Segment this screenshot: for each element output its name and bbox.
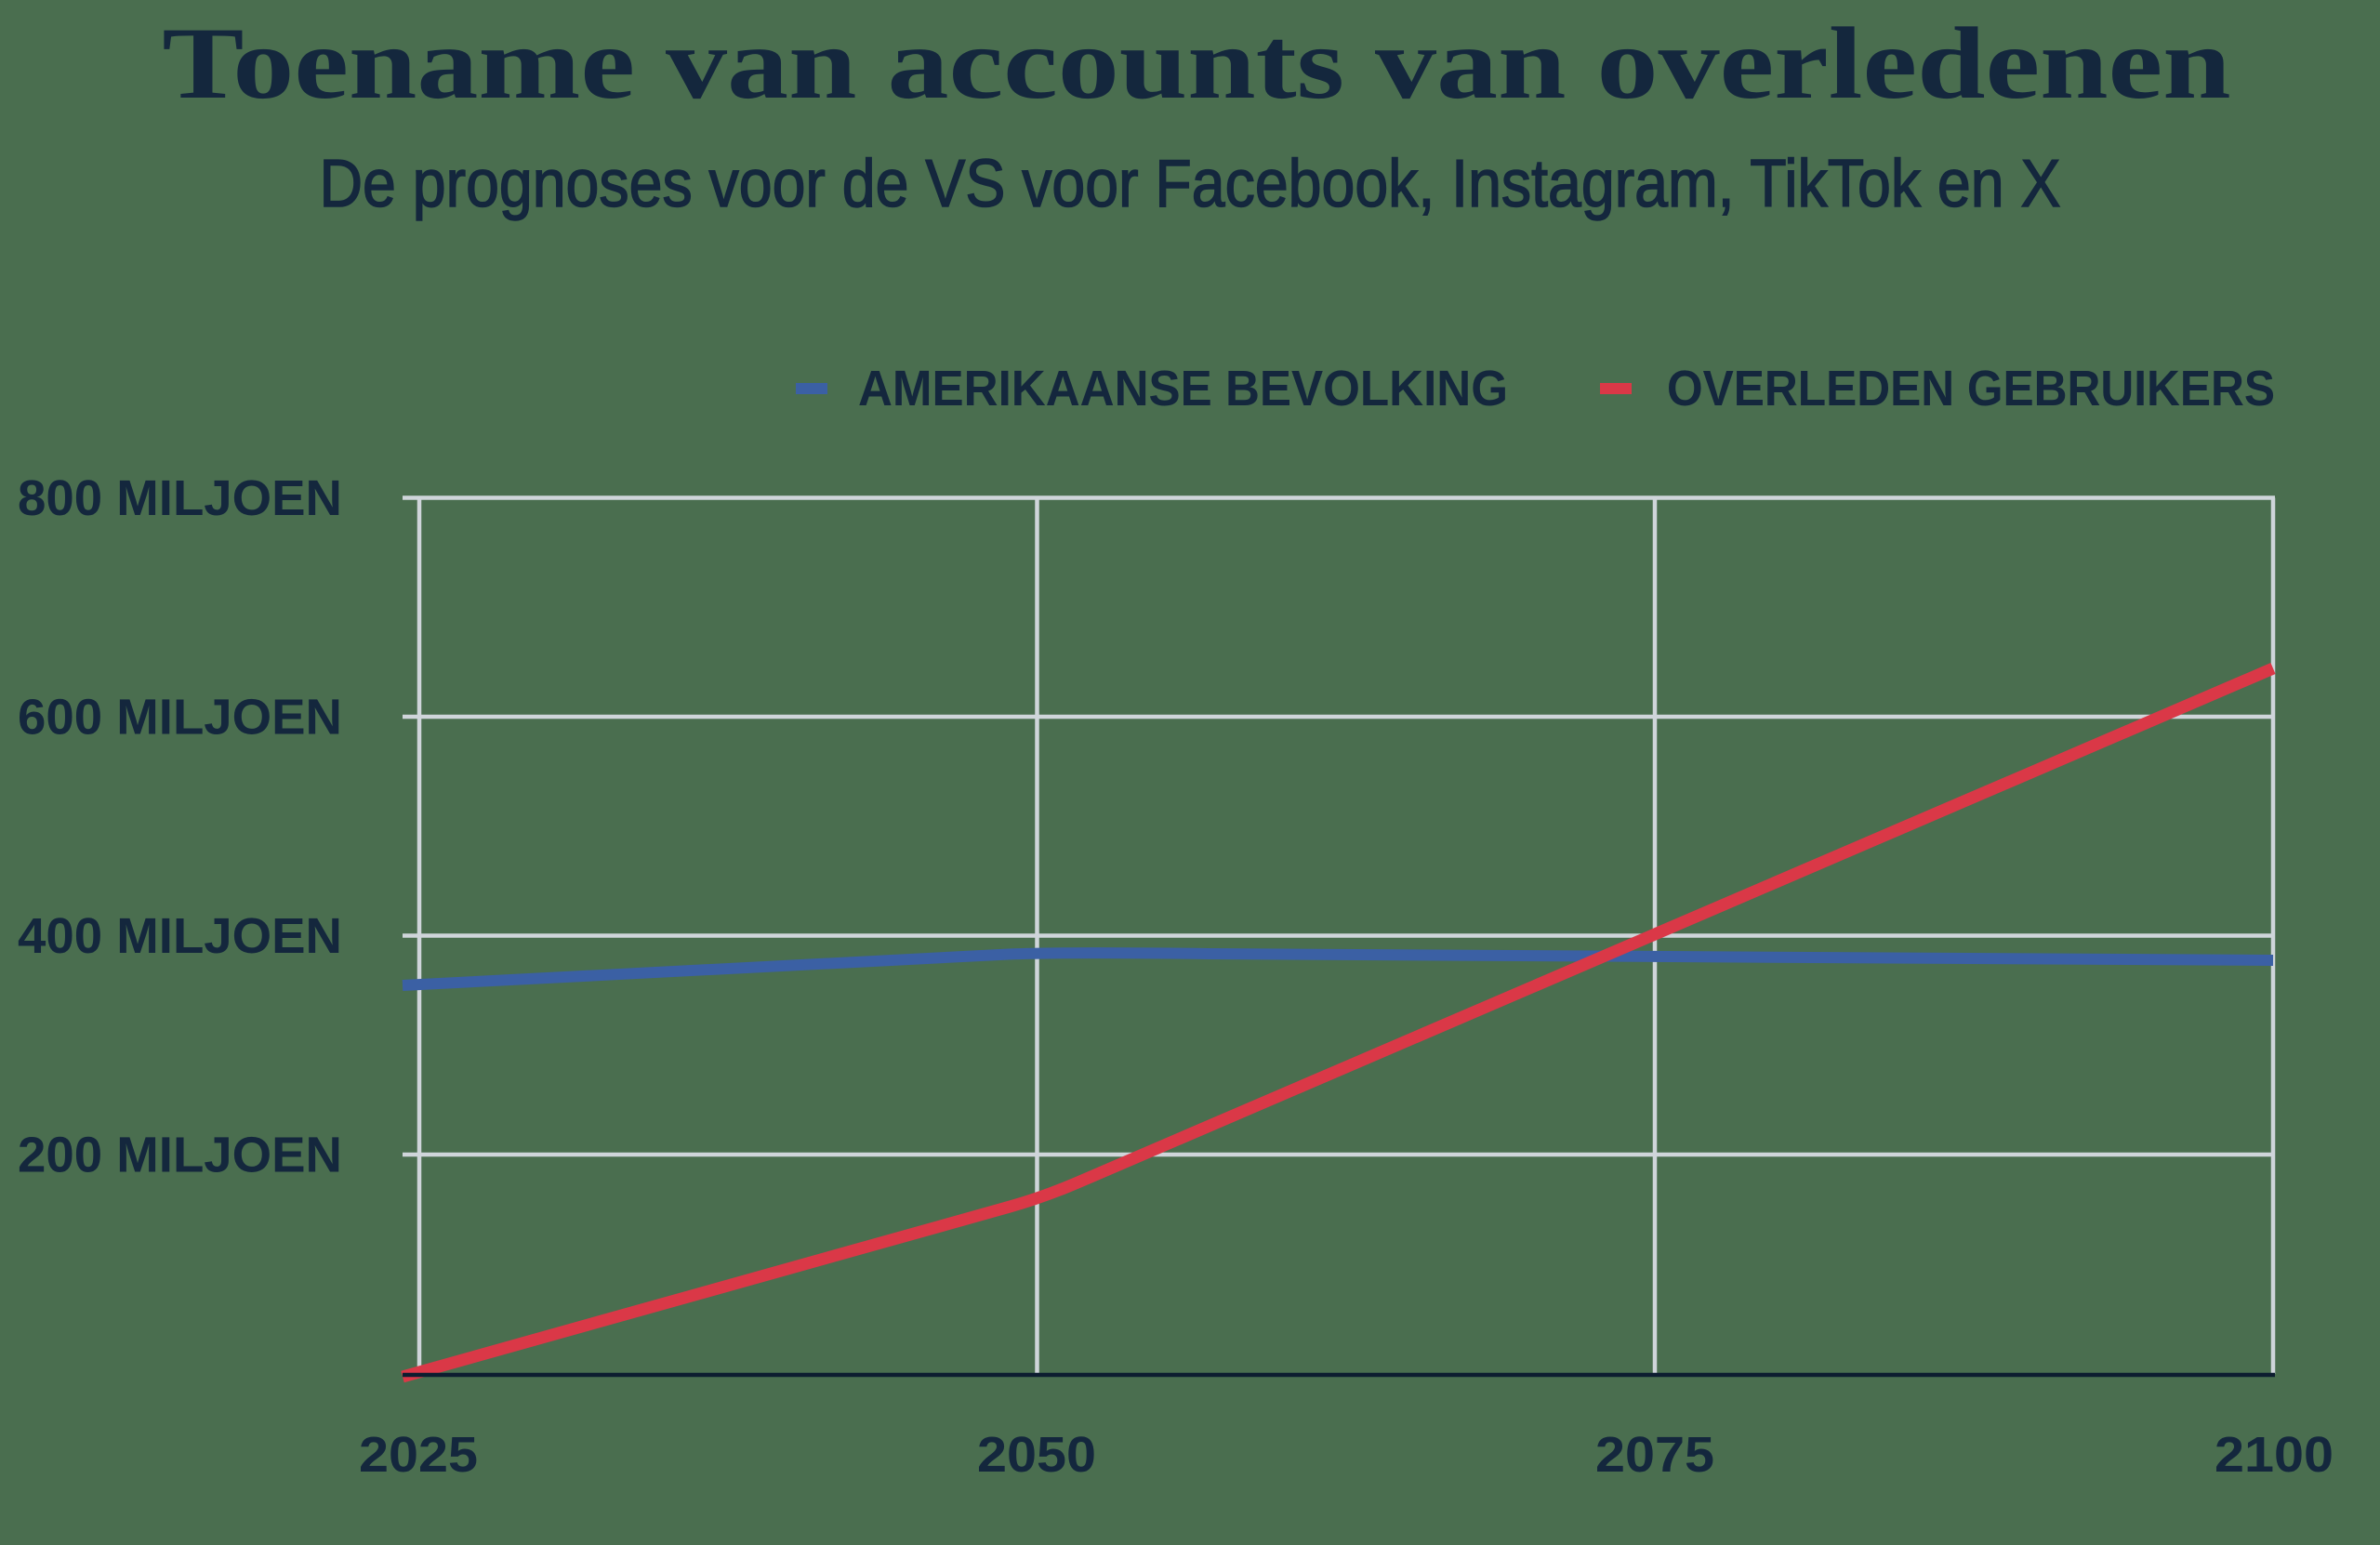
svg-text:600 MILJOEN: 600 MILJOEN [18, 690, 342, 746]
svg-text:De prognoses voor de VS voor F: De prognoses voor de VS voor Facebook, I… [320, 147, 2061, 221]
svg-text:800 MILJOEN: 800 MILJOEN [18, 470, 342, 526]
svg-text:AMERIKAANSE BEVOLKING: AMERIKAANSE BEVOLKING [858, 361, 1508, 416]
svg-text:2100: 2100 [2215, 1427, 2334, 1483]
svg-text:2025: 2025 [359, 1427, 478, 1483]
svg-text:400 MILJOEN: 400 MILJOEN [18, 908, 342, 964]
svg-text:2050: 2050 [977, 1427, 1096, 1483]
svg-text:OVERLEDEN GEBRUIKERS: OVERLEDEN GEBRUIKERS [1667, 361, 2275, 416]
svg-text:200 MILJOEN: 200 MILJOEN [18, 1128, 342, 1183]
svg-text:2075: 2075 [1595, 1427, 1714, 1483]
svg-text:Toename van accounts van overl: Toename van accounts van overledenen [162, 7, 2230, 121]
